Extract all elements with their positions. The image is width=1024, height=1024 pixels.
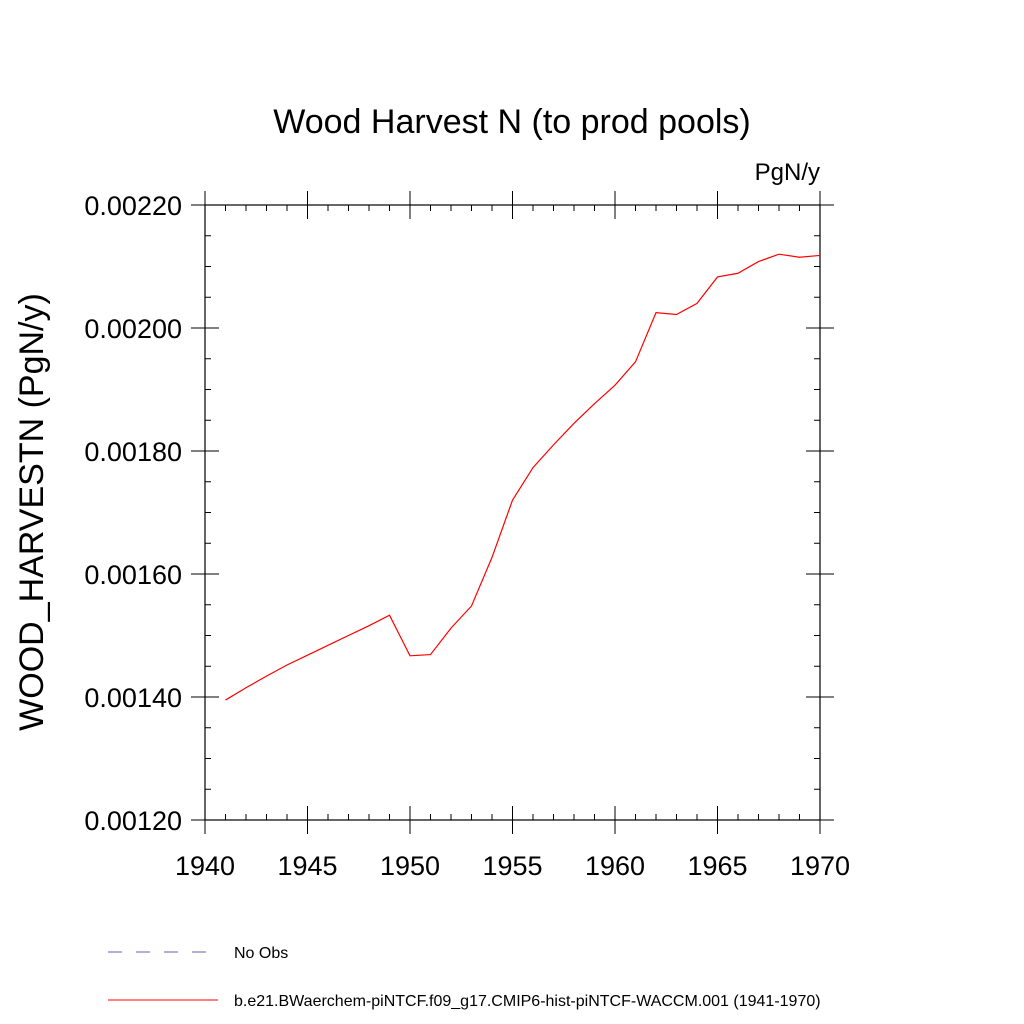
series-line-1 (225, 253, 821, 701)
x-tick-label: 1945 (277, 851, 337, 881)
units-label: PgN/y (755, 159, 820, 186)
y-tick-label: 0.00120 (84, 806, 182, 836)
series-lines (225, 253, 821, 701)
x-tick-label: 1970 (790, 851, 850, 881)
chart-title: Wood Harvest N (to prod pools) (273, 103, 750, 141)
y-tick-label: 0.00180 (84, 437, 182, 467)
legend-label-no-obs: No Obs (234, 945, 288, 962)
x-tick-label: 1965 (687, 851, 747, 881)
x-tick-label: 1950 (380, 851, 440, 881)
x-tick-label: 1960 (585, 851, 645, 881)
tick-labels: 1940 1945 1950 1955 1960 1965 1970 0.00120 0.001… (84, 191, 850, 881)
legend-label-model-run: b.e21.BWaerchem-piNTCF.f09_g17.CMIP6-his… (234, 993, 821, 1010)
plot-frame (204, 204, 821, 821)
y-axis-label: WOOD_HARVESTN (PgN/y) (13, 293, 51, 731)
x-tick-label: 1940 (175, 851, 235, 881)
y-tick-label: 0.00200 (84, 314, 182, 344)
axis-ticks (191, 191, 834, 834)
y-tick-label: 0.00220 (84, 191, 182, 221)
x-tick-label: 1955 (482, 851, 542, 881)
legend: No Obs b.e21.BWaerchem-piNTCF.f09_g17.CM… (108, 945, 821, 1010)
y-tick-label: 0.00140 (84, 683, 182, 713)
y-tick-label: 0.00160 (84, 560, 182, 590)
